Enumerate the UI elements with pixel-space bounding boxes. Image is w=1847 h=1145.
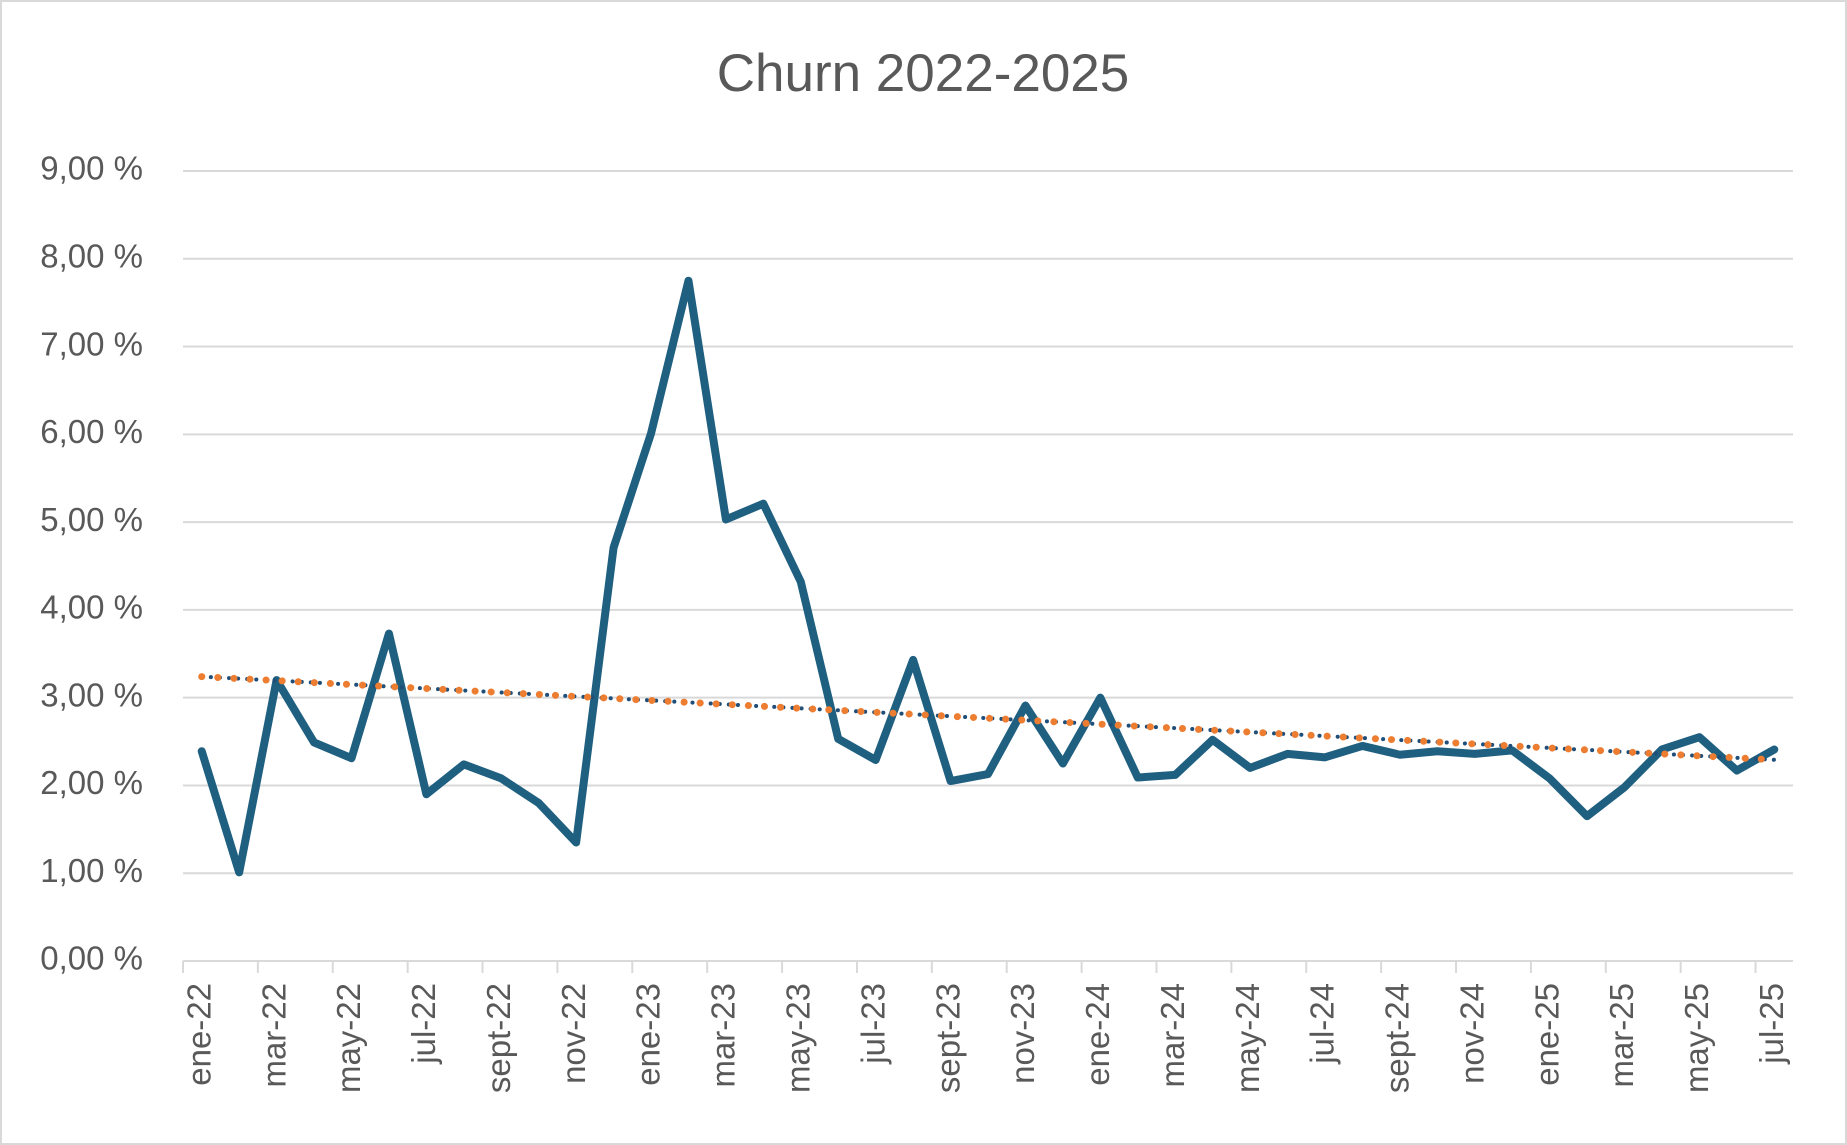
y-tick-label: 9,00 %: [40, 150, 143, 187]
x-tick-label: may-22: [330, 983, 367, 1093]
y-tick-label: 5,00 %: [40, 501, 143, 538]
x-tick-label: sept-24: [1379, 983, 1416, 1093]
y-tick-label: 8,00 %: [40, 237, 143, 274]
x-tick-label: ene-22: [180, 983, 217, 1086]
trendline: [198, 673, 1778, 764]
x-tick-label: sept-23: [929, 983, 966, 1093]
x-tick-label: ene-24: [1079, 983, 1116, 1086]
chart-title: Churn 2022-2025: [717, 44, 1130, 103]
y-tick-label: 6,00 %: [40, 413, 143, 450]
y-tick-label: 0,00 %: [40, 940, 143, 977]
x-tick-label: sept-22: [480, 983, 517, 1093]
x-tick-label: mar-23: [705, 983, 742, 1088]
x-tick-label: mar-22: [255, 983, 292, 1088]
x-tick-label: mar-24: [1154, 983, 1191, 1088]
trendline: [199, 674, 1777, 762]
x-tick-label: may-23: [780, 983, 817, 1093]
x-tick-label: jul-22: [405, 983, 442, 1065]
y-tick-label: 3,00 %: [40, 676, 143, 713]
x-tick-label: ene-23: [630, 983, 667, 1086]
x-tick-label: may-24: [1229, 983, 1266, 1093]
x-tick-label: nov-23: [1004, 983, 1041, 1084]
x-tick-label: jul-24: [1304, 983, 1341, 1065]
x-tick-label: jul-25: [1753, 983, 1790, 1065]
x-tick-label: may-25: [1678, 983, 1715, 1093]
x-tick-label: mar-25: [1603, 983, 1640, 1088]
y-tick-label: 1,00 %: [40, 852, 143, 889]
x-tick-label: nov-24: [1453, 983, 1490, 1084]
y-tick-label: 2,00 %: [40, 764, 143, 801]
x-tick-label: jul-23: [854, 983, 891, 1065]
y-tick-label: 7,00 %: [40, 325, 143, 362]
x-tick-label: ene-25: [1528, 983, 1565, 1086]
y-tick-label: 4,00 %: [40, 589, 143, 626]
data-line: [197, 276, 1779, 877]
x-tick-label: nov-22: [555, 983, 592, 1084]
